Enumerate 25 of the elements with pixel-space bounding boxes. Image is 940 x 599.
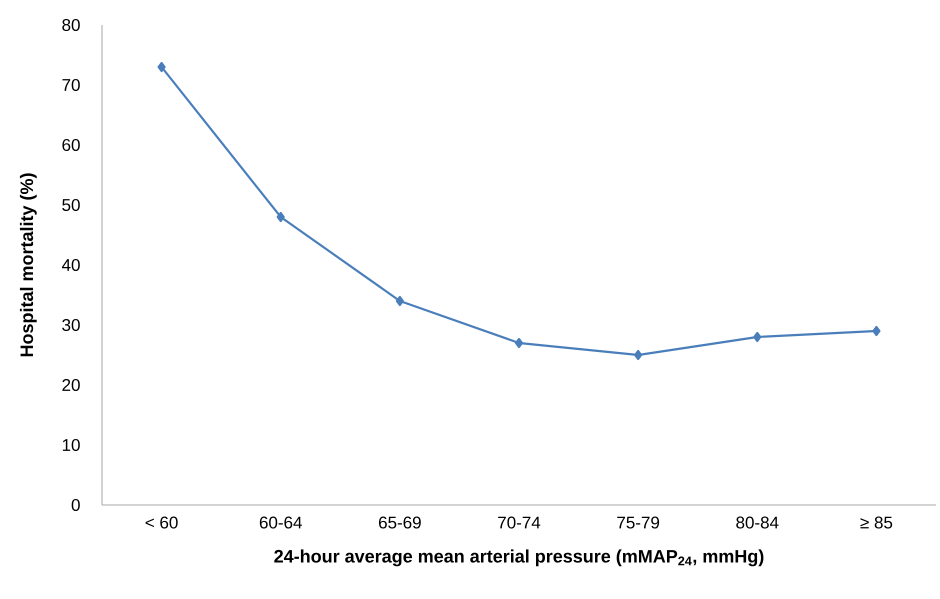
point xyxy=(396,296,404,306)
point xyxy=(753,332,762,342)
y-tick-label: 80 xyxy=(62,18,80,32)
y-tick-label: 30 xyxy=(62,318,80,332)
y-tick-label: 60 xyxy=(62,138,80,152)
point xyxy=(872,326,881,336)
y-tick-label: 10 xyxy=(62,438,80,452)
x-tick-label: 70-74 xyxy=(498,516,540,529)
y-tick-label: 20 xyxy=(62,378,80,392)
x-tick-label: 80-84 xyxy=(736,516,779,529)
x-axis-title: 24-hour average mean arterial pressure (mMAP$_{24}$, mmHg) xyxy=(274,549,764,566)
y-tick-label: 0 xyxy=(72,498,80,512)
x-tick-label: ≥ 85 xyxy=(860,516,892,529)
x-tick-label: 75-79 xyxy=(617,516,660,529)
point xyxy=(514,338,524,348)
y-tick-label: 70 xyxy=(62,78,80,92)
x-tick-label: < 60 xyxy=(146,516,178,529)
y-tick-label: 50 xyxy=(62,198,80,212)
point xyxy=(276,212,285,222)
x-tick-label: 60-64 xyxy=(260,516,302,529)
y-axis-title: Hospital mortality (%) xyxy=(20,173,37,356)
point xyxy=(634,350,642,360)
point xyxy=(157,62,166,72)
x-tick-label: 65-69 xyxy=(378,516,421,529)
y-tick-label: 40 xyxy=(62,258,80,272)
